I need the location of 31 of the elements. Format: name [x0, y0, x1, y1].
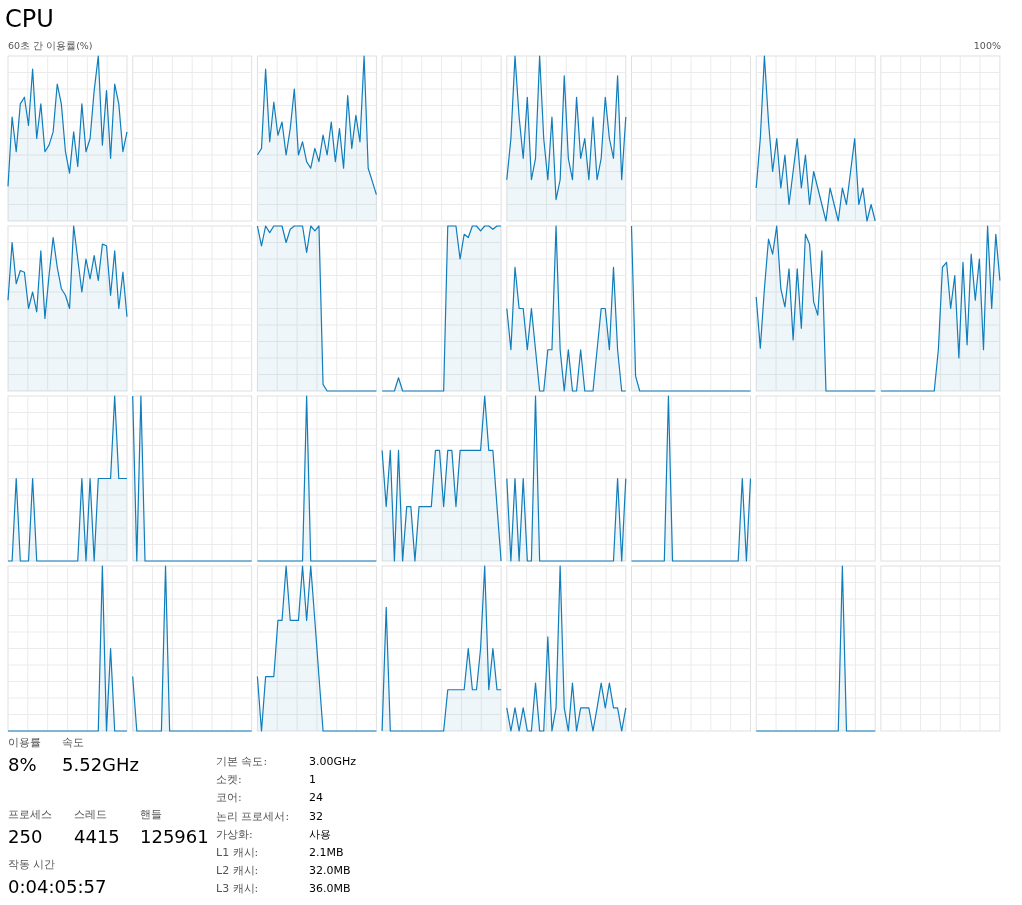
text: 3.00GHz	[309, 755, 357, 768]
text: L3 캐시:	[216, 882, 259, 896]
text: 작동 시간	[8, 858, 56, 871]
text: 이용률	[8, 736, 41, 749]
text: 0:04:05:57	[8, 875, 107, 897]
text: 250	[8, 825, 43, 847]
chart-title: CPU	[5, 5, 54, 33]
text: 32.0MB	[309, 864, 351, 878]
text: L2 캐시:	[216, 864, 259, 878]
text: 프로세스	[8, 808, 52, 821]
text: 32	[309, 809, 323, 823]
text: 소켓:	[216, 773, 242, 787]
text: 125961	[140, 825, 209, 847]
text: 핸들	[140, 808, 162, 821]
text: 5.52GHz	[62, 753, 140, 775]
text: 4415	[74, 825, 120, 847]
text: 2.1MB	[309, 846, 344, 859]
text: 논리 프로세서:	[216, 809, 290, 823]
text: 가상화:	[216, 827, 253, 841]
text: 사용	[309, 827, 331, 841]
text: 속도	[62, 736, 84, 749]
text: 코어:	[216, 791, 242, 805]
chart-subtitle: 60초 간 이용률(%)	[8, 40, 93, 51]
text: L1 캐시:	[216, 846, 259, 859]
text: 기본 속도:	[216, 755, 268, 768]
text: 36.0MB	[309, 882, 351, 896]
text: 24	[309, 791, 323, 805]
text: 스레드	[74, 808, 107, 821]
text: 1	[309, 773, 316, 787]
text: 8%	[8, 753, 37, 775]
text: 100%	[973, 40, 1001, 51]
